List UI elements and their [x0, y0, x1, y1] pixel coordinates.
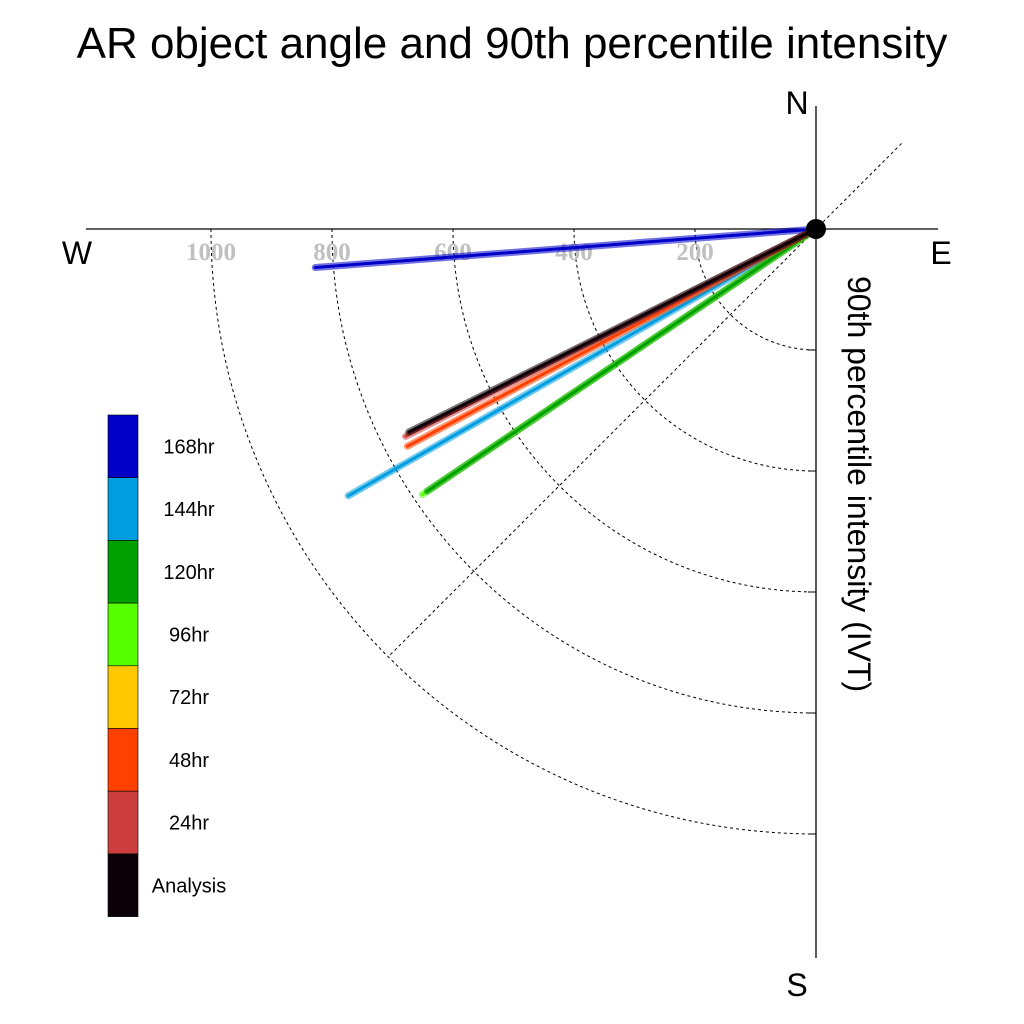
compass-north-label: N [785, 85, 808, 121]
compass-east-label: E [930, 235, 951, 271]
series-line-analysis [407, 227, 818, 434]
grid-arc-400 [573, 228, 817, 472]
grid-arc-600 [452, 228, 817, 593]
legend-label-48hr: 48hr [169, 750, 209, 772]
tick-label-400: 400 [555, 239, 593, 266]
compass-south-label: S [786, 967, 807, 1003]
legend-swatch-24hr [107, 790, 139, 855]
origin-marker [806, 219, 826, 239]
legend-swatch-analysis [107, 853, 139, 917]
grid-arc-800 [331, 228, 817, 714]
grid-arc-1000 [210, 228, 817, 835]
legend: 168hr 144hr 120hr 96hr 72hr 48hr 24hr Analysis [107, 414, 226, 917]
tick-label-200: 200 [676, 239, 714, 266]
legend-label-168hr: 168hr [163, 436, 214, 458]
series-line-168hr [313, 227, 818, 270]
y-axis-label: 90th percentile intensity (IVT) [841, 276, 877, 692]
legend-swatch-96hr [107, 602, 139, 667]
legend-swatch-168hr [107, 414, 139, 479]
legend-label-96hr: 96hr [169, 624, 209, 646]
legend-swatch-144hr [107, 477, 139, 541]
legend-label-72hr: 72hr [169, 687, 209, 709]
legend-label-144hr: 144hr [163, 499, 214, 521]
origin-layer [806, 219, 826, 239]
series-line-120hr [425, 227, 818, 493]
series-layer [311, 225, 820, 500]
grid-arc-200 [694, 228, 817, 351]
legend-label-24hr: 24hr [169, 813, 209, 835]
legend-label-analysis: Analysis [152, 875, 226, 897]
legend-label-120hr: 120hr [163, 562, 214, 584]
tick-label-1000: 1000 [186, 239, 236, 266]
legend-swatch-48hr [107, 728, 139, 792]
tick-label-800: 800 [313, 239, 351, 266]
chart-title: AR object angle and 90th percentile inte… [77, 19, 948, 68]
compass-west-label: W [62, 235, 93, 271]
legend-swatch-120hr [107, 540, 139, 604]
legend-swatch-72hr [107, 665, 139, 729]
